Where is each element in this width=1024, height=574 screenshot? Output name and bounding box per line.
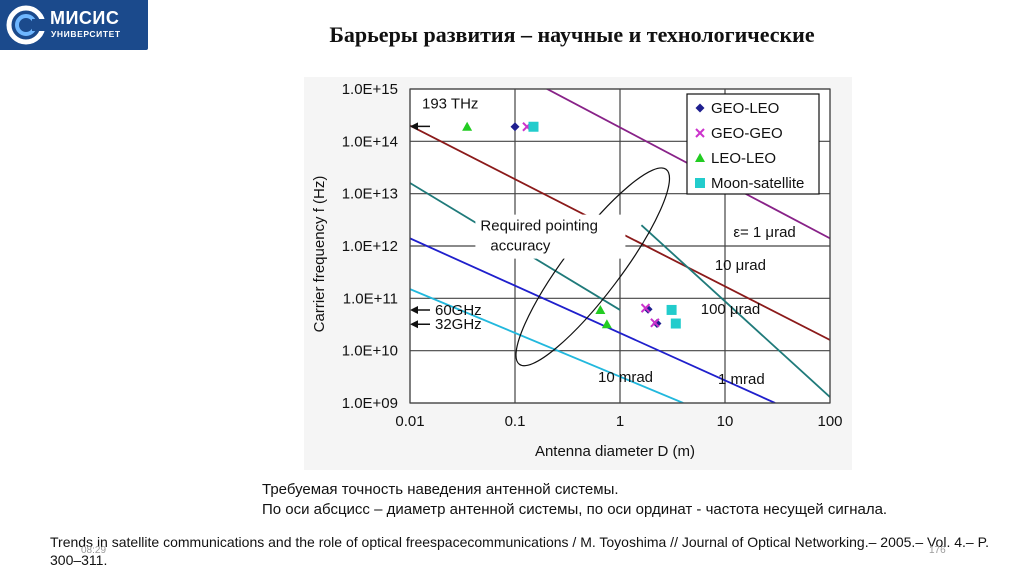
caption-line-2: По оси абсцисс – диаметр антенной систем… [262, 501, 888, 518]
plot-border [409, 88, 831, 404]
data-point [666, 304, 677, 315]
accuracy-line [410, 288, 684, 403]
y-tick-label: 1.0E+14 [342, 133, 398, 150]
y-tick-label: 1.0E+15 [342, 81, 398, 98]
logo-subtitle: УНИВЕРСИТЕТ [51, 29, 121, 39]
accuracy-line-label: 1 mrad [718, 371, 765, 388]
university-logo: МИСИС УНИВЕРСИТЕТ [0, 0, 148, 50]
legend-label: LEO-LEO [711, 150, 776, 167]
legend-marker [695, 178, 705, 188]
annotation-bg [475, 214, 626, 259]
caption-line-1: Требуемая точность наведения антенной си… [262, 481, 619, 498]
legend-marker [695, 103, 705, 113]
frequency-label: 193 THz [422, 95, 478, 112]
x-tick-label: 10 [717, 413, 734, 430]
chart-caption: Требуемая точность наведения антенной си… [262, 480, 887, 520]
data-point [640, 303, 651, 313]
y-tick-label: 1.0E+11 [343, 290, 398, 307]
y-tick-label: 1.0E+12 [342, 238, 398, 255]
slide-title: Барьеры развития – научные и технологиче… [329, 22, 815, 47]
legend-label: Moon-satellite [711, 175, 804, 192]
accuracy-line [640, 224, 830, 398]
annotation-text: accuracy [490, 238, 551, 255]
annotation-text: Required pointing [480, 218, 598, 235]
accuracy-line-label: 100 μrad [701, 301, 761, 318]
misis-logo-icon [6, 5, 46, 45]
pointing-accuracy-chart: 0.01 0.1 1 10 100 1.0E+09 1.0E+10 1.0E+11 1.0E+1… [311, 81, 843, 460]
data-point [595, 304, 606, 314]
chart-panel: 0.01 0.1 1 10 100 1.0E+09 1.0E+10 1.0E+11 1.0E+1… [304, 77, 852, 470]
reference-text: Trends in satellite communications and t… [50, 534, 990, 568]
accuracy-line [545, 89, 830, 240]
legend-label: GEO-LEO [711, 100, 779, 117]
y-tick-label: 1.0E+10 [342, 343, 398, 360]
x-tick-label: 0.1 [505, 413, 526, 430]
y-axis-title: Carrier frequency f (Hz) [311, 176, 328, 333]
logo-name: МИСИС [50, 8, 120, 28]
slide-number: 176 [929, 545, 946, 556]
accuracy-line-label: ε= 1 μrad [733, 224, 795, 241]
frequency-label: 60GHz [435, 302, 482, 319]
data-point [650, 318, 660, 328]
data-point [510, 122, 520, 132]
y-tick-label: 1.0E+09 [342, 395, 398, 412]
footer-date: 08:29 [81, 545, 107, 556]
data-point [462, 121, 473, 131]
legend-marker [695, 153, 705, 162]
accuracy-line-label: 10 mrad [598, 369, 653, 386]
x-tick-label: 100 [817, 413, 842, 430]
x-tick-label: 0.01 [395, 413, 424, 430]
data-point [670, 318, 681, 329]
legend-box [686, 93, 820, 195]
accuracy-line [410, 237, 776, 403]
y-tick-label: 1.0E+13 [342, 186, 398, 203]
x-axis-title: Antenna diameter D (m) [535, 443, 695, 460]
legend-marker [695, 128, 705, 138]
data-point [601, 319, 612, 329]
legend-label: GEO-GEO [711, 125, 783, 142]
x-tick-label: 1 [616, 413, 624, 430]
frequency-arrowhead [410, 305, 418, 314]
frequency-arrowhead [410, 320, 418, 329]
frequency-label: 32GHz [435, 316, 482, 333]
frequency-arrowhead [410, 122, 418, 131]
data-point [528, 121, 539, 132]
accuracy-line-label: 10 μrad [715, 257, 766, 274]
